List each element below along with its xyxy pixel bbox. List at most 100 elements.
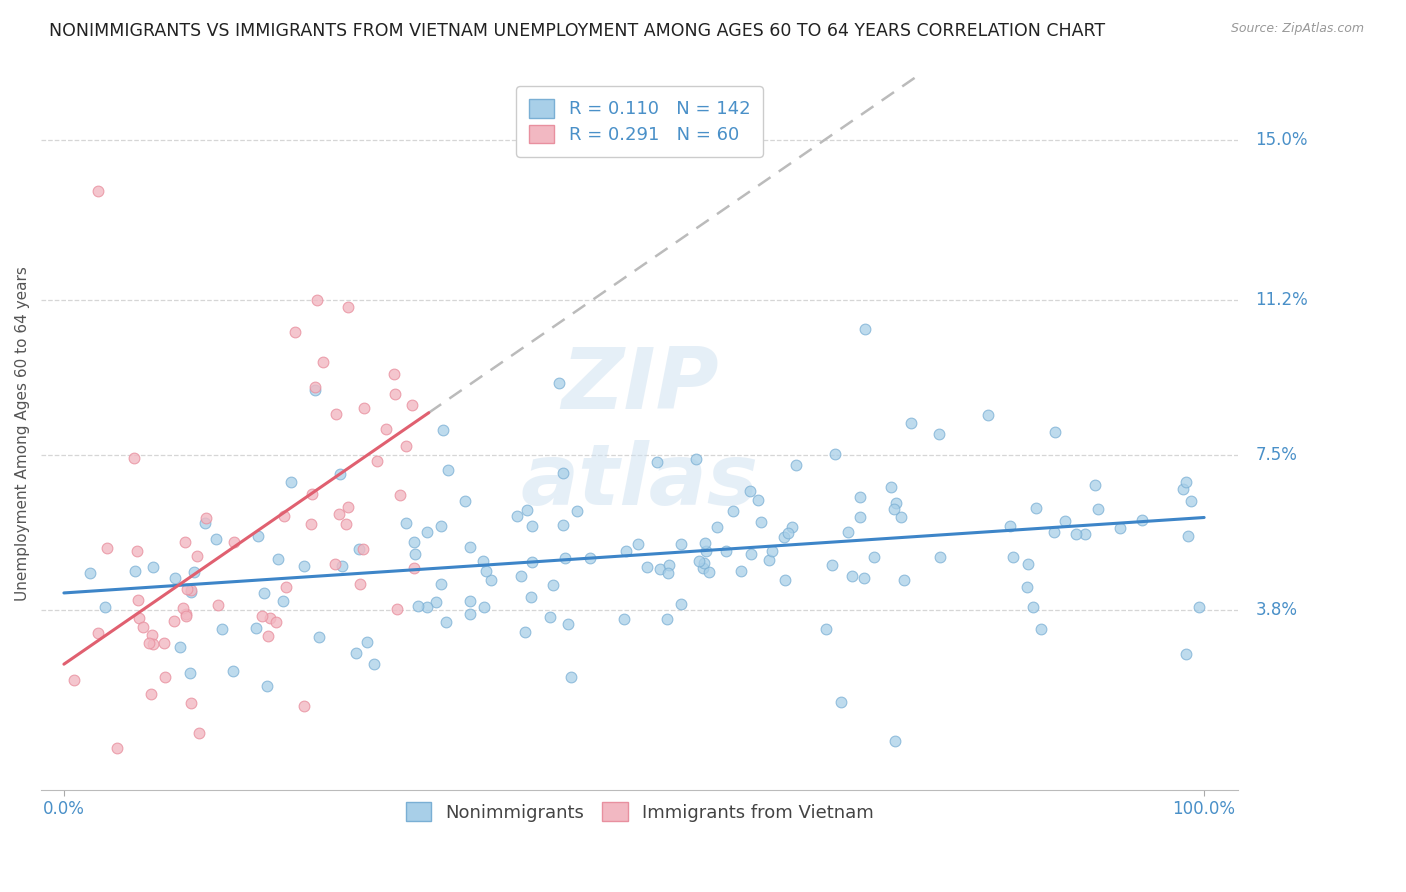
Point bbox=[890, 510, 912, 524]
Point bbox=[142, 637, 165, 651]
Point bbox=[1043, 425, 1066, 439]
Point bbox=[292, 699, 315, 714]
Point bbox=[250, 609, 273, 624]
Point bbox=[284, 326, 307, 340]
Point bbox=[551, 518, 574, 533]
Point bbox=[929, 550, 952, 565]
Point bbox=[280, 475, 302, 490]
Point bbox=[138, 635, 160, 649]
Point bbox=[187, 726, 209, 740]
Point bbox=[79, 566, 101, 580]
Point bbox=[474, 600, 496, 615]
Point bbox=[139, 687, 162, 701]
Point bbox=[308, 630, 330, 644]
Text: 7.5%: 7.5% bbox=[1256, 446, 1298, 464]
Point bbox=[548, 376, 571, 391]
Point bbox=[1021, 599, 1043, 614]
Point bbox=[174, 534, 197, 549]
Point bbox=[347, 541, 370, 556]
Point bbox=[402, 560, 425, 574]
Point bbox=[259, 611, 281, 625]
Point bbox=[693, 535, 716, 549]
Point bbox=[454, 494, 477, 508]
Point bbox=[271, 593, 294, 607]
Point bbox=[669, 537, 692, 551]
Text: 15.0%: 15.0% bbox=[1256, 131, 1308, 149]
Point bbox=[246, 529, 269, 543]
Point bbox=[195, 511, 218, 525]
Point bbox=[436, 615, 458, 629]
Point bbox=[432, 423, 454, 437]
Point bbox=[172, 601, 194, 615]
Point bbox=[1171, 482, 1194, 496]
Point bbox=[1017, 557, 1039, 571]
Point bbox=[330, 558, 353, 573]
Point bbox=[824, 447, 846, 461]
Point bbox=[186, 549, 208, 563]
Point bbox=[565, 504, 588, 518]
Point bbox=[554, 550, 576, 565]
Point bbox=[273, 508, 295, 523]
Point bbox=[557, 616, 579, 631]
Point bbox=[336, 500, 359, 514]
Point bbox=[1188, 599, 1211, 614]
Point bbox=[1074, 527, 1097, 541]
Point bbox=[155, 670, 177, 684]
Point bbox=[883, 502, 905, 516]
Point bbox=[863, 549, 886, 564]
Point bbox=[645, 455, 668, 469]
Point bbox=[194, 516, 217, 531]
Point bbox=[697, 565, 720, 579]
Point bbox=[335, 517, 357, 532]
Text: Source: ZipAtlas.com: Source: ZipAtlas.com bbox=[1230, 22, 1364, 36]
Legend: Nonimmigrants, Immigrants from Vietnam: Nonimmigrants, Immigrants from Vietnam bbox=[394, 789, 886, 834]
Point bbox=[773, 530, 796, 544]
Point bbox=[685, 451, 707, 466]
Point bbox=[124, 564, 146, 578]
Point bbox=[560, 670, 582, 684]
Point bbox=[658, 558, 681, 573]
Point bbox=[516, 502, 538, 516]
Point bbox=[776, 525, 799, 540]
Point bbox=[153, 636, 176, 650]
Point bbox=[884, 496, 907, 510]
Point bbox=[1177, 529, 1199, 543]
Point bbox=[814, 622, 837, 636]
Point bbox=[1064, 527, 1087, 541]
Point bbox=[402, 535, 425, 549]
Point bbox=[180, 582, 202, 597]
Point bbox=[669, 597, 692, 611]
Point bbox=[205, 532, 228, 546]
Point bbox=[352, 541, 374, 556]
Point bbox=[174, 609, 197, 624]
Point bbox=[730, 564, 752, 578]
Point bbox=[211, 622, 233, 636]
Point bbox=[749, 515, 772, 529]
Point bbox=[1002, 550, 1025, 565]
Point bbox=[337, 301, 360, 315]
Point bbox=[169, 640, 191, 654]
Point bbox=[852, 571, 875, 585]
Point bbox=[325, 407, 347, 421]
Point bbox=[384, 387, 406, 401]
Point bbox=[125, 544, 148, 558]
Point bbox=[245, 621, 267, 635]
Point bbox=[344, 646, 367, 660]
Point bbox=[853, 322, 876, 336]
Point bbox=[131, 620, 153, 634]
Point bbox=[62, 673, 84, 688]
Point bbox=[458, 540, 481, 554]
Point bbox=[253, 586, 276, 600]
Point bbox=[366, 453, 388, 467]
Point bbox=[1180, 493, 1202, 508]
Point bbox=[86, 626, 108, 640]
Point bbox=[1053, 514, 1076, 528]
Point bbox=[176, 607, 198, 622]
Point bbox=[179, 666, 201, 681]
Point bbox=[274, 580, 297, 594]
Point bbox=[460, 593, 482, 607]
Point bbox=[522, 555, 544, 569]
Point bbox=[616, 543, 638, 558]
Y-axis label: Unemployment Among Ages 60 to 64 years: Unemployment Among Ages 60 to 64 years bbox=[15, 266, 30, 601]
Point bbox=[87, 184, 110, 198]
